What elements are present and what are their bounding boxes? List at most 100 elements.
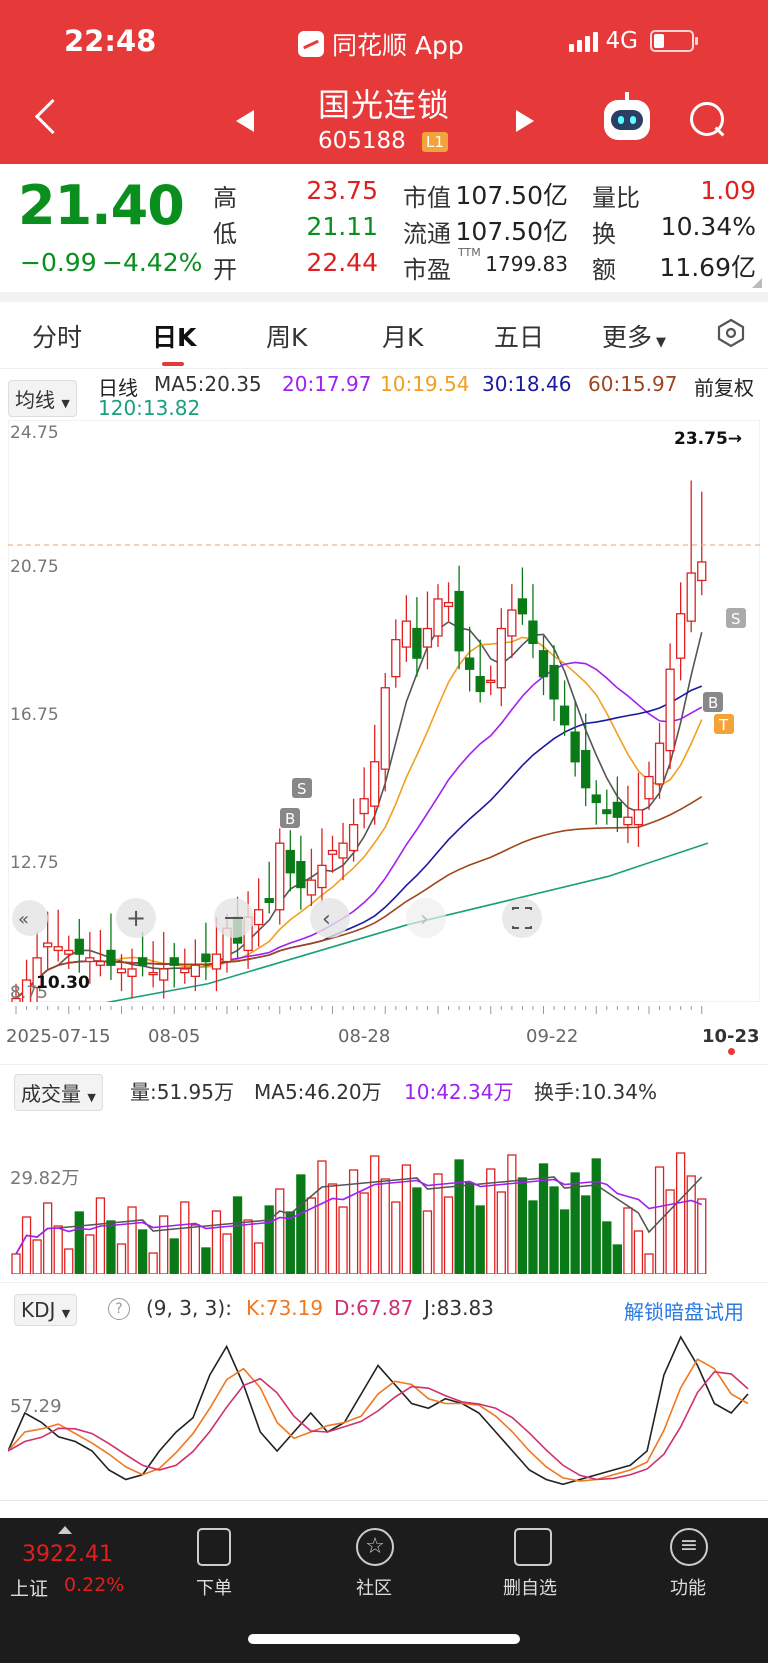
collapse-left-icon[interactable]: «: [12, 900, 48, 936]
volume-bar: [338, 1206, 348, 1274]
tab-intraday[interactable]: 分时: [32, 323, 83, 352]
trade-marker-t[interactable]: T: [714, 714, 734, 734]
next-stock-icon[interactable]: [516, 110, 534, 132]
index-pct[interactable]: 0.22%: [64, 1574, 125, 1596]
volume-chart[interactable]: 29.82万: [8, 1104, 760, 1274]
volume-ma10: 10:42.34万: [404, 1080, 514, 1104]
volume-bar: [32, 1239, 42, 1274]
moving-average-line: [15, 636, 703, 1000]
prev-stock-icon[interactable]: [236, 110, 254, 132]
index-value[interactable]: 3922.41: [22, 1542, 113, 1567]
nav-community[interactable]: 社区: [356, 1578, 392, 1599]
vol-ratio-label: 量比: [592, 184, 640, 212]
community-icon[interactable]: ☆: [356, 1528, 394, 1566]
kline-candle: [11, 997, 21, 1002]
index-up-arrow-icon: [58, 1526, 72, 1534]
kline-candle: [116, 968, 127, 974]
volume-bar: [602, 1221, 612, 1274]
index-name[interactable]: 上证: [10, 1578, 49, 1600]
y-tick-2: 20.75: [10, 557, 59, 577]
kline-candle: [486, 679, 496, 684]
status-indicators: 4G: [568, 28, 698, 54]
zoom-out-icon[interactable]: [214, 898, 254, 938]
volume-bar: [644, 1253, 654, 1274]
tab-more[interactable]: 更多 ▼: [602, 318, 666, 354]
pe-ttm-tag: TTM: [458, 246, 481, 259]
nav-order[interactable]: 下单: [196, 1578, 232, 1599]
menu-icon[interactable]: ≡: [670, 1528, 708, 1566]
app-logo-icon: [298, 31, 324, 57]
trade-marker-b1[interactable]: B: [280, 808, 300, 828]
kline-candle: [348, 823, 359, 852]
tab-weekly-k[interactable]: 周K: [266, 323, 308, 352]
low-marker: 10.30: [36, 973, 90, 993]
volume-bar: [443, 1196, 454, 1274]
expand-corner-icon[interactable]: [752, 278, 762, 288]
kline-candle: [21, 979, 32, 1002]
divider: [0, 292, 768, 302]
chevron-down-icon: ▼: [656, 335, 667, 350]
fullscreen-icon[interactable]: [502, 898, 542, 938]
remove-watchlist-icon[interactable]: [514, 1528, 552, 1566]
kline-candle: [602, 809, 612, 815]
ma10-value: 10:19.54: [380, 372, 470, 396]
low-label: 低: [213, 220, 237, 248]
help-icon[interactable]: ?: [108, 1298, 130, 1320]
svg-text:+: +: [126, 904, 146, 932]
kline-candle: [507, 609, 517, 637]
kline-candle: [95, 960, 106, 966]
divider: [0, 1064, 768, 1065]
kline-candle: [127, 968, 137, 978]
amount-label: 额: [592, 256, 616, 284]
volume-bar: [180, 1201, 190, 1274]
nav-functions[interactable]: 功能: [670, 1578, 706, 1599]
settings-hex-icon[interactable]: [716, 318, 746, 348]
svg-text:›: ›: [420, 907, 429, 932]
chevron-down-icon: ▼: [87, 1091, 96, 1104]
volume-bar: [401, 1164, 412, 1274]
volume-bar: [348, 1169, 359, 1274]
trade-marker-s1[interactable]: S: [292, 778, 312, 798]
home-indicator[interactable]: [248, 1634, 520, 1644]
kline-candle: [443, 601, 454, 607]
pan-left-icon[interactable]: ‹: [310, 898, 350, 938]
volume-bar: [64, 1248, 74, 1274]
unlock-trial-link[interactable]: 解锁暗盘试用: [624, 1300, 744, 1324]
nav-remove-watchlist[interactable]: 删自选: [503, 1578, 557, 1599]
trade-marker-s2[interactable]: S: [726, 608, 746, 628]
kline-candle: [591, 794, 601, 804]
kline-candle: [433, 598, 443, 637]
kdj-j-line: [8, 1335, 749, 1486]
volume-bar: [559, 1209, 570, 1274]
search-icon[interactable]: [690, 102, 724, 136]
trade-marker-b2[interactable]: B: [703, 692, 723, 712]
volume-selector-label: 成交量: [21, 1082, 81, 1106]
svg-text:S: S: [731, 610, 741, 628]
volume-bar: [317, 1160, 327, 1274]
kdj-params: (9, 3, 3):: [146, 1296, 232, 1320]
volume-selector[interactable]: 成交量 ▼: [14, 1074, 103, 1111]
high-value: 23.75: [306, 176, 378, 205]
pan-right-icon[interactable]: ›: [406, 898, 446, 938]
ai-assistant-icon[interactable]: [604, 92, 650, 140]
kline-candle: [148, 972, 158, 976]
tab-daily-k[interactable]: 日K: [152, 323, 197, 352]
volume-turnover: 换手:10.34%: [534, 1080, 657, 1104]
volume-bar: [549, 1186, 559, 1274]
kline-chart[interactable]: 24.75 20.75 16.75 12.75 8.75 23.75→ 10.3…: [8, 420, 760, 1002]
volume-bar: [190, 1224, 201, 1274]
adjust-mode[interactable]: 前复权: [694, 376, 754, 400]
volume-ma-line: [15, 1176, 703, 1255]
kdj-k-line: [8, 1358, 749, 1482]
tab-five-day[interactable]: 五日: [494, 323, 545, 352]
zoom-in-icon[interactable]: +: [116, 898, 156, 938]
tab-monthly-k[interactable]: 月K: [382, 323, 424, 352]
kdj-selector[interactable]: KDJ ▼: [14, 1294, 78, 1326]
order-icon[interactable]: [197, 1528, 231, 1566]
ma-selector[interactable]: 均线 ▼: [8, 380, 77, 417]
kdj-chart[interactable]: 57.29: [8, 1324, 760, 1494]
kline-candle: [401, 620, 412, 648]
volume-bar: [253, 1242, 264, 1274]
signal-icon: [568, 30, 598, 52]
kline-candle: [32, 957, 42, 989]
